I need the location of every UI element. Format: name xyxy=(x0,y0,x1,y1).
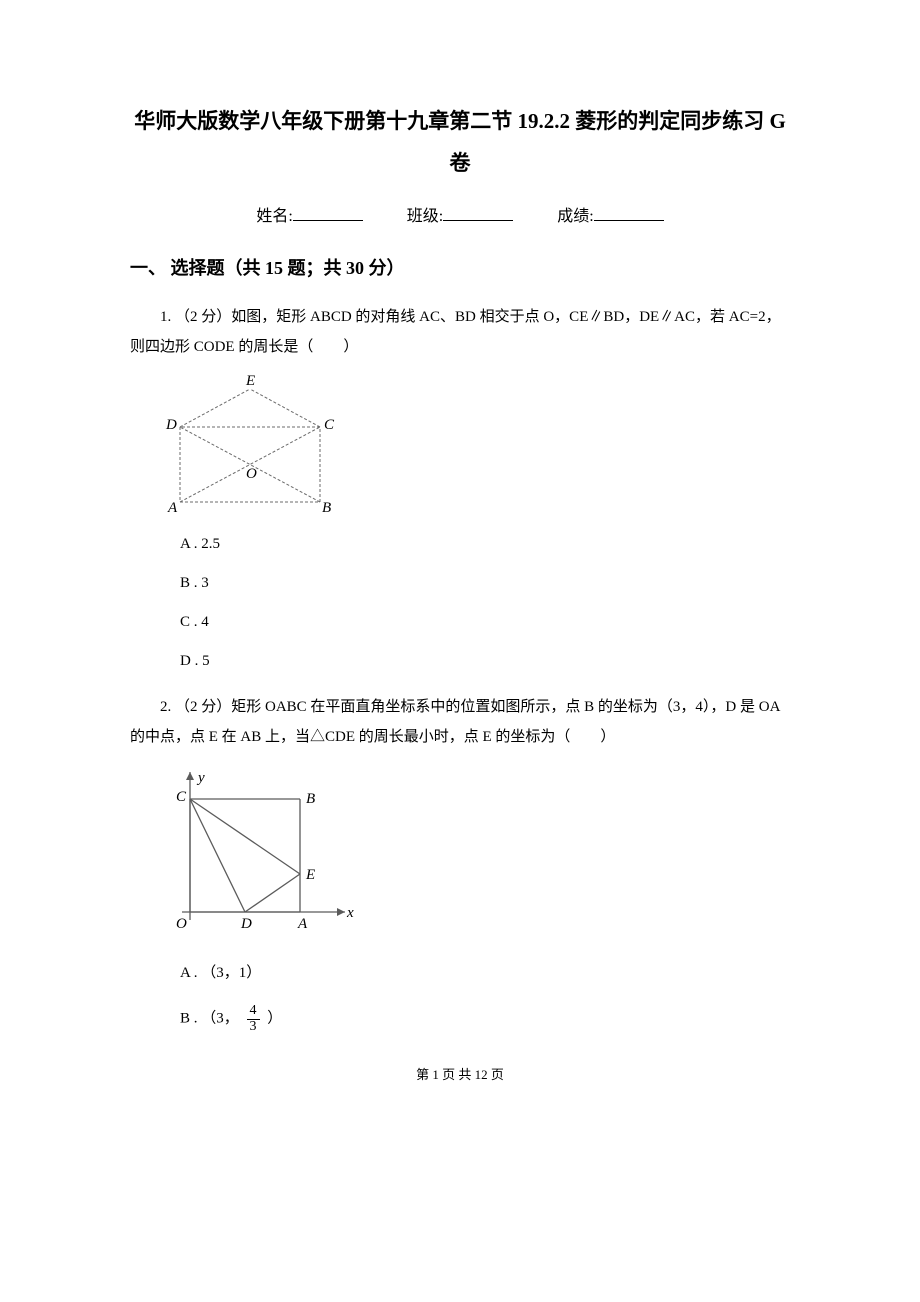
student-info-line: 姓名: 班级: 成绩: xyxy=(130,202,790,226)
svg-text:E: E xyxy=(305,867,315,883)
score-label: 成绩: xyxy=(557,208,593,225)
name-label: 姓名: xyxy=(256,208,292,225)
svg-text:D: D xyxy=(165,417,177,433)
svg-text:B: B xyxy=(322,500,331,514)
page-title: 华师大版数学八年级下册第十九章第二节 19.2.2 菱形的判定同步练习 G 卷 xyxy=(130,100,790,184)
q1-option-b: B . 3 xyxy=(180,575,790,592)
svg-text:O: O xyxy=(246,466,257,482)
question-1-figure: A B C D E O xyxy=(160,374,790,514)
svg-text:A: A xyxy=(297,916,308,932)
page-footer: 第 1 页 共 12 页 xyxy=(130,1064,790,1083)
svg-text:C: C xyxy=(324,417,335,433)
question-1-options: A . 2.5 B . 3 C . 4 D . 5 xyxy=(180,536,790,670)
question-2-figure: O A B C D Ex y xyxy=(160,764,790,939)
q2-option-b-suffix: ） xyxy=(267,1011,282,1027)
class-blank xyxy=(443,204,513,221)
q2-option-b-fraction: 4 3 xyxy=(247,1004,260,1034)
section-1-heading: 一、 选择题（共 15 题；共 30 分） xyxy=(130,254,790,280)
q1-option-d: D . 5 xyxy=(180,653,790,670)
q1-option-c: C . 4 xyxy=(180,614,790,631)
svg-text:B: B xyxy=(306,791,315,807)
svg-text:C: C xyxy=(176,789,187,805)
question-2-options: A . （3，1） B . （3， 4 3 ） xyxy=(180,961,790,1034)
class-label: 班级: xyxy=(407,208,443,225)
q2-option-b-frac-den: 3 xyxy=(247,1020,260,1035)
score-blank xyxy=(594,204,664,221)
svg-text:A: A xyxy=(167,500,178,514)
q2-option-b: B . （3， 4 3 ） xyxy=(180,1004,790,1034)
q2-option-b-prefix: B . （3， xyxy=(180,1011,239,1027)
question-1-text: 1. （2 分）如图，矩形 ABCD 的对角线 AC、BD 相交于点 O，CE∥… xyxy=(130,302,790,362)
svg-text:x: x xyxy=(346,905,354,921)
svg-text:E: E xyxy=(245,374,255,389)
name-blank xyxy=(293,204,363,221)
q2-option-a: A . （3，1） xyxy=(180,961,790,982)
svg-text:O: O xyxy=(176,916,187,932)
svg-text:D: D xyxy=(240,916,252,932)
q2-option-b-frac-num: 4 xyxy=(247,1004,260,1020)
q1-option-a: A . 2.5 xyxy=(180,536,790,553)
question-2-text: 2. （2 分）矩形 OABC 在平面直角坐标系中的位置如图所示，点 B 的坐标… xyxy=(130,692,790,752)
svg-text:y: y xyxy=(196,770,205,786)
